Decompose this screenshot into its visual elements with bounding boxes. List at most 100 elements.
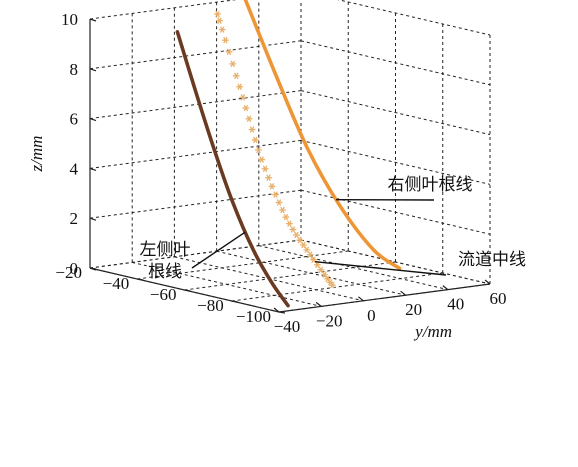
asterisk-stroke xyxy=(315,261,320,269)
asterisk-stroke xyxy=(311,256,316,263)
z-tick-label: 4 xyxy=(70,159,79,178)
gridline xyxy=(337,0,491,36)
x-tick-label: −60 xyxy=(150,285,177,304)
asterisk-stroke xyxy=(301,241,306,249)
asterisk-stroke xyxy=(294,231,299,239)
asterisk-stroke xyxy=(304,246,310,254)
asterisk-stroke xyxy=(325,275,330,283)
asterisk-marker xyxy=(251,136,259,144)
z-tick-label: 0 xyxy=(70,259,79,278)
z-tick-label: 8 xyxy=(70,60,79,79)
z-tick-label: 2 xyxy=(70,209,79,228)
asterisk-marker xyxy=(317,266,325,274)
asterisk-stroke xyxy=(322,271,327,278)
asterisk-marker xyxy=(303,246,311,254)
z-tick-label: 10 xyxy=(61,10,78,29)
left-blade-root-line-annotation: 左侧叶根线 xyxy=(140,240,191,282)
asterisk-stroke xyxy=(276,199,282,206)
gridline xyxy=(300,139,491,185)
asterisk-stroke xyxy=(223,36,228,44)
x-tick-label: −20 xyxy=(55,263,82,282)
y-tick-mark xyxy=(400,290,406,296)
channel-centerline-leader-line xyxy=(315,261,447,276)
asterisk-marker xyxy=(239,94,247,101)
asterisk-marker xyxy=(282,213,290,221)
gridline xyxy=(300,40,491,86)
z-tick-mark xyxy=(89,217,97,221)
z-axis-title: z/mm xyxy=(27,136,46,173)
asterisk-marker xyxy=(310,256,318,263)
axes-box-gridlines xyxy=(89,0,491,314)
gridline xyxy=(132,261,322,307)
asterisk-marker xyxy=(216,17,223,24)
z-tick-mark xyxy=(89,68,97,72)
asterisk-marker xyxy=(218,26,226,33)
z-tick-label: 6 xyxy=(70,110,79,129)
asterisk-marker xyxy=(275,199,283,206)
asterisk-marker xyxy=(289,226,297,233)
x-tick-mark xyxy=(278,311,286,314)
asterisk-stroke xyxy=(253,136,258,144)
z-tick-mark xyxy=(89,167,97,171)
asterisk-stroke xyxy=(280,206,285,214)
x-tick-label: −40 xyxy=(103,274,130,293)
gridline xyxy=(216,250,406,296)
asterisk-stroke xyxy=(234,72,239,80)
right-blade-root-line-annotation: 右侧叶根线 xyxy=(388,175,473,195)
gridline xyxy=(300,90,491,136)
asterisk-stroke xyxy=(259,156,264,163)
right-blade-root-line-curve xyxy=(243,0,402,271)
x-tick-mark xyxy=(184,289,191,292)
asterisk-stroke xyxy=(290,226,296,233)
left-blade-root-line-leader-line xyxy=(191,231,246,269)
asterisk-stroke xyxy=(240,94,246,101)
y-tick-label: 0 xyxy=(367,306,376,325)
gridline xyxy=(300,239,491,285)
asterisk-stroke xyxy=(243,104,249,112)
asterisk-stroke xyxy=(266,174,271,181)
y-tick-label: −40 xyxy=(274,317,301,336)
x-tick-mark xyxy=(137,278,144,281)
asterisk-marker xyxy=(225,48,233,56)
asterisk-stroke xyxy=(246,115,252,123)
asterisk-stroke xyxy=(269,183,275,190)
asterisk-marker xyxy=(245,115,253,123)
asterisk-marker xyxy=(268,183,276,190)
gridline xyxy=(89,0,237,20)
asterisk-stroke xyxy=(217,17,222,24)
gridline xyxy=(89,189,302,219)
asterisk-marker xyxy=(258,156,266,163)
y-tick-mark xyxy=(484,279,491,285)
annotation-line: 流道中线 xyxy=(458,250,526,270)
asterisk-stroke xyxy=(283,213,289,221)
asterisk-marker xyxy=(221,36,229,44)
y-tick-label: −20 xyxy=(316,311,343,330)
asterisk-marker xyxy=(248,126,256,133)
asterisk-marker xyxy=(265,174,272,181)
y-axis-line xyxy=(278,283,491,313)
asterisk-stroke xyxy=(273,191,278,198)
x-tick-mark xyxy=(231,300,238,303)
annotation-line: 右侧叶根线 xyxy=(388,175,473,195)
z-tick-mark xyxy=(89,118,97,122)
asterisk-stroke xyxy=(330,281,335,289)
annotation-line: 左侧叶 xyxy=(140,240,191,260)
label-layer: −20−40−60−80−100−40 −20 0 20 40 600246810y/mm… xyxy=(27,10,526,341)
asterisk-marker xyxy=(299,241,307,249)
asterisk-stroke xyxy=(287,220,292,227)
asterisk-marker xyxy=(285,220,293,227)
asterisk-marker xyxy=(272,191,279,198)
y-axis-title: y/mm xyxy=(413,322,452,341)
asterisk-marker xyxy=(296,236,304,244)
y-tick-mark xyxy=(315,301,322,307)
gridline xyxy=(258,245,448,291)
asterisk-stroke xyxy=(226,48,232,56)
gridline xyxy=(89,139,302,169)
asterisk-marker xyxy=(328,281,336,289)
asterisk-stroke xyxy=(307,251,313,258)
asterisk-stroke xyxy=(215,10,220,18)
y-tick-mark xyxy=(442,285,449,291)
asterisk-marker xyxy=(313,261,321,269)
asterisk-marker xyxy=(229,60,237,68)
asterisk-stroke xyxy=(230,60,235,68)
